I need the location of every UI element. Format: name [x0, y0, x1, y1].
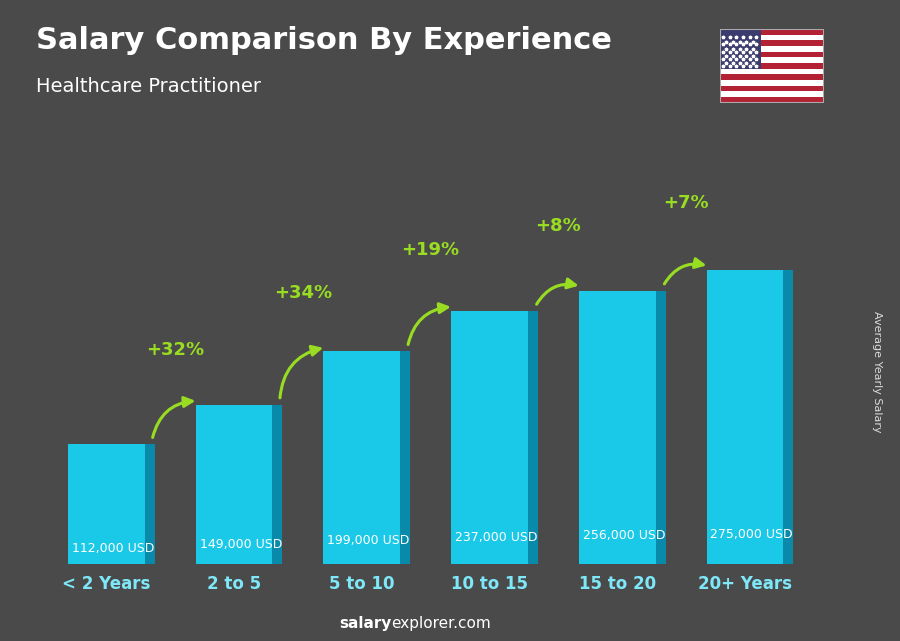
Bar	[720, 85, 824, 91]
Text: 199,000 USD: 199,000 USD	[328, 534, 410, 547]
Bar	[720, 80, 824, 85]
Bar	[720, 46, 824, 51]
Text: +34%: +34%	[274, 285, 332, 303]
Text: +32%: +32%	[146, 341, 204, 359]
Bar	[720, 91, 824, 97]
Bar	[720, 74, 824, 80]
Text: Average Yearly Salary: Average Yearly Salary	[872, 311, 883, 433]
Bar	[720, 29, 761, 69]
Polygon shape	[527, 311, 538, 564]
Polygon shape	[783, 271, 793, 564]
Bar	[720, 69, 824, 74]
Polygon shape	[655, 290, 665, 564]
Polygon shape	[400, 351, 410, 564]
Bar	[579, 290, 655, 564]
Bar	[720, 29, 824, 35]
Bar	[720, 63, 824, 69]
Text: explorer.com: explorer.com	[392, 617, 491, 631]
Bar	[68, 444, 145, 564]
Bar	[323, 351, 400, 564]
Polygon shape	[273, 405, 283, 564]
Text: Salary Comparison By Experience: Salary Comparison By Experience	[36, 26, 612, 54]
Text: 112,000 USD: 112,000 USD	[72, 542, 154, 554]
Bar	[720, 40, 824, 46]
Text: 275,000 USD: 275,000 USD	[710, 528, 793, 540]
Text: 237,000 USD: 237,000 USD	[455, 531, 537, 544]
Text: 149,000 USD: 149,000 USD	[200, 538, 282, 551]
Text: salary: salary	[339, 617, 392, 631]
Bar	[195, 405, 273, 564]
Text: 256,000 USD: 256,000 USD	[582, 529, 665, 542]
Bar	[720, 35, 824, 40]
Text: +7%: +7%	[663, 194, 709, 212]
Bar	[451, 311, 527, 564]
Bar	[720, 57, 824, 63]
Text: Healthcare Practitioner: Healthcare Practitioner	[36, 77, 261, 96]
Bar	[706, 271, 783, 564]
Polygon shape	[145, 444, 155, 564]
Text: +8%: +8%	[536, 217, 581, 235]
Bar	[720, 97, 824, 103]
Text: +19%: +19%	[401, 240, 460, 258]
Bar	[720, 51, 824, 57]
